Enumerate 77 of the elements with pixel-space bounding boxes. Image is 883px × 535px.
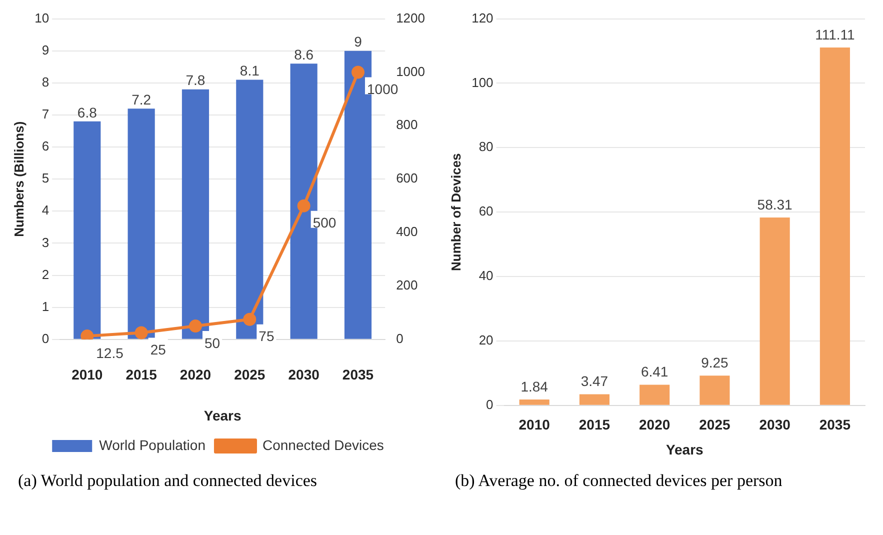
y-tick-label: 9	[42, 42, 50, 58]
bar	[579, 394, 610, 405]
x-axis-title: Years	[204, 407, 242, 424]
y2-tick-label: 1200	[396, 10, 425, 26]
x-tick-label: 2010	[72, 366, 103, 383]
point	[297, 199, 310, 212]
x-tick-label: 2010	[518, 416, 550, 433]
y-tick-label: 8	[42, 74, 50, 90]
y-tick-label: 0	[486, 396, 494, 412]
y2-tick-label: 0	[396, 330, 404, 346]
y-tick-label: 120	[472, 10, 494, 26]
point	[351, 66, 364, 79]
data-label: 75	[258, 328, 274, 344]
bar	[74, 121, 101, 339]
data-label: 7.8	[186, 72, 206, 88]
point	[188, 320, 202, 333]
y2-tick-label: 200	[396, 278, 418, 293]
data-label: 3.47	[580, 373, 608, 390]
x-tick-label: 2020	[180, 366, 212, 383]
y-tick-label: 3	[42, 234, 50, 250]
y2-tick-label: 1000	[396, 64, 425, 79]
data-label: 8.6	[294, 46, 314, 63]
data-label: 6.8	[77, 104, 98, 120]
y2-tick-label: 400	[396, 224, 418, 240]
data-label: 6.41	[640, 364, 668, 380]
x-tick-label: 2015	[126, 366, 158, 383]
x-tick-label: 2030	[759, 416, 791, 433]
y2-tick-label: 800	[396, 117, 418, 132]
y-tick-label: 2	[42, 266, 50, 282]
y-tick-label: 10	[34, 10, 50, 26]
x-tick-label: 2030	[288, 366, 320, 383]
y-tick-label: 5	[42, 170, 50, 186]
y-axis-title: Number of Devices	[448, 153, 464, 271]
y-tick-label: 4	[42, 202, 50, 218]
x-tick-label: 2025	[699, 416, 730, 433]
y-tick-label: 40	[478, 268, 494, 284]
bar	[128, 108, 155, 339]
data-label: 58.31	[757, 196, 793, 213]
data-label: 500	[312, 214, 336, 231]
data-label: 9.25	[701, 354, 729, 371]
bar	[519, 399, 550, 405]
y-tick-label: 100	[472, 74, 494, 90]
bar	[640, 384, 670, 405]
y-tick-label: 80	[478, 139, 494, 154]
y-tick-label: 20	[478, 332, 494, 348]
x-tick-label: 2025	[234, 366, 266, 383]
point	[243, 312, 256, 326]
y-tick-label: 7	[42, 106, 50, 122]
x-axis-title: Years	[666, 441, 704, 458]
y2-tick-label: 600	[396, 170, 418, 186]
x-tick-label: 2035	[342, 366, 374, 383]
y-tick-label: 6	[42, 138, 50, 154]
bar	[760, 218, 790, 405]
x-tick-label: 2020	[639, 416, 670, 433]
x-tick-label: 2015	[578, 416, 610, 433]
x-tick-label: 2035	[819, 416, 851, 433]
bar	[820, 47, 850, 405]
y-axis-title: Numbers (Billions)	[11, 121, 26, 237]
data-label: 12.5	[96, 344, 124, 361]
text: (b) Average no. of connected devices per person	[454, 471, 784, 491]
text: (a) World population and connected devices	[17, 471, 318, 491]
legend-label: World Population	[99, 436, 206, 453]
data-label: 8.1	[240, 62, 260, 79]
y-tick-label: 60	[478, 204, 494, 219]
data-label: 7.2	[132, 91, 152, 108]
bar	[182, 89, 210, 339]
data-label: 1000	[366, 81, 398, 98]
data-label: 1.84	[520, 378, 548, 394]
legend-label: Connected Devices	[262, 436, 384, 453]
y-tick-label: 1	[42, 298, 50, 314]
data-label: 25	[150, 342, 166, 358]
y-tick-label: 0	[42, 330, 50, 346]
bar	[700, 376, 730, 405]
point	[134, 326, 148, 340]
data-label: 50	[204, 334, 220, 351]
data-label: 9	[354, 34, 362, 50]
data-label: 111.11	[815, 26, 856, 42]
